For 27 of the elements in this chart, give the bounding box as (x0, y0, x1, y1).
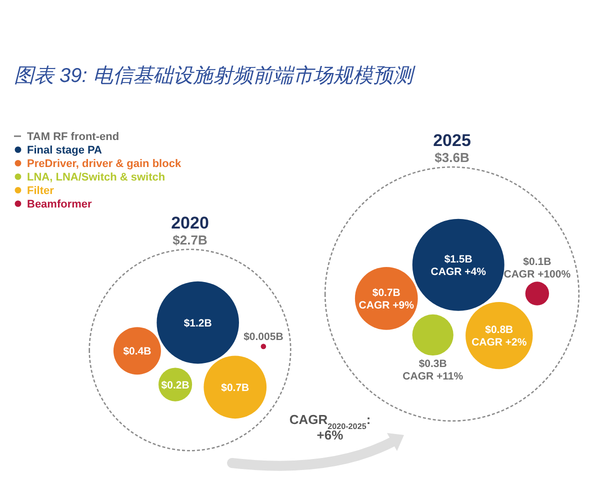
annotation: CAGR +4% (430, 266, 486, 278)
value-label: $0.1B (523, 256, 552, 268)
legend-title: TAM RF front-end (27, 131, 120, 143)
annotation: CAGR$_{2020-2025}$: +6% (289, 412, 371, 443)
value-label: $0.3B (418, 358, 447, 370)
category-label: 2020 (171, 213, 209, 232)
category-label: 2025 (433, 131, 471, 150)
value-label: $1.5B (444, 253, 472, 266)
total: $3.6B (434, 150, 470, 166)
value-label: $0.8B (485, 324, 514, 336)
legend-label: PreDriver, driver & gain block (27, 158, 182, 170)
legend-label: LNA, LNA/Switch & switch (27, 172, 166, 184)
annotation: CAGR +100% (504, 268, 571, 281)
annotation: CAGR +11% (402, 370, 464, 383)
value-label: $0.005B (244, 330, 284, 343)
value-label: $1.2B (184, 317, 212, 330)
annotation: CAGR +2% (472, 336, 527, 349)
legend-label: Filter (27, 185, 54, 197)
total: $2.7B (172, 232, 208, 248)
value-label: $0.4B (123, 346, 152, 358)
value-label: $0.2B (161, 379, 190, 392)
legend-label: Beamformer (27, 198, 92, 210)
annotation: CAGR +9% (358, 300, 414, 312)
title: 图表 39: 电信基础设施射频前端市场规模预测 (14, 65, 413, 87)
value-label: $0.7B (221, 382, 250, 394)
value-label: $0.7B (372, 286, 400, 299)
legend-label: Final stage PA (27, 144, 102, 156)
